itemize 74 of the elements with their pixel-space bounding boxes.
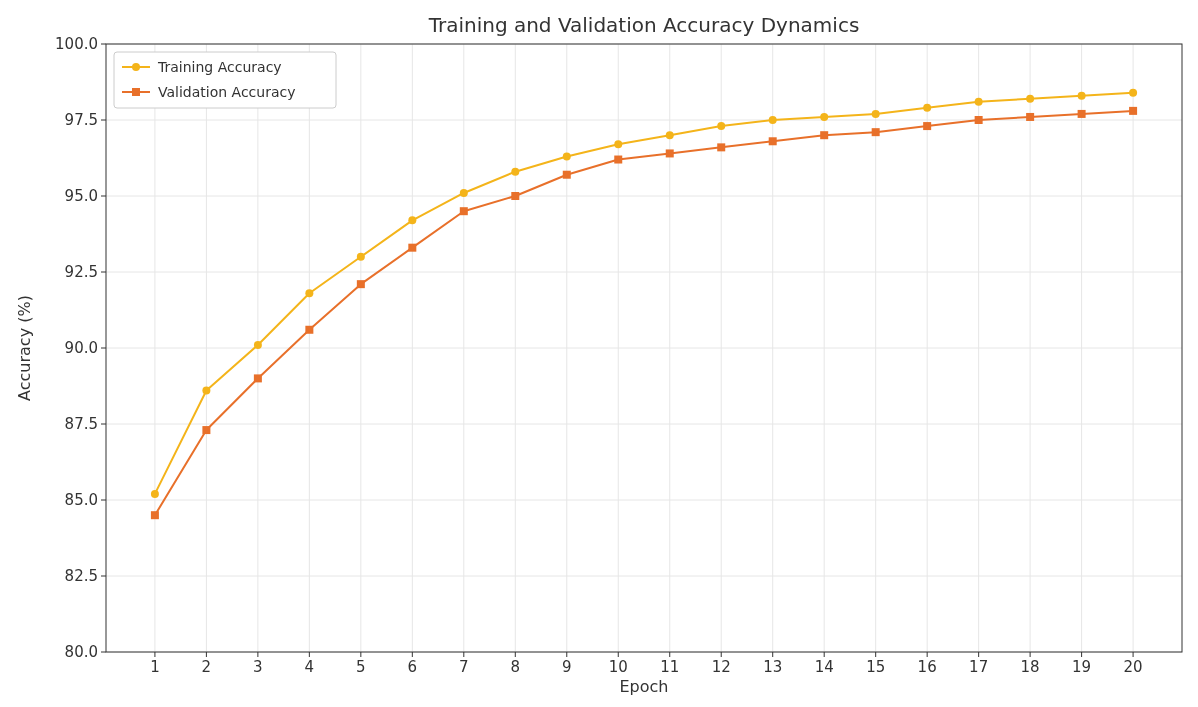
legend-label: Validation Accuracy xyxy=(158,84,296,100)
point xyxy=(1077,91,1086,100)
point xyxy=(408,216,417,225)
y-tick-label: 85.0 xyxy=(64,491,98,509)
point xyxy=(202,386,211,395)
point xyxy=(974,116,983,124)
point xyxy=(511,192,520,200)
y-tick-label: 80.0 xyxy=(64,643,98,661)
x-tick-label: 17 xyxy=(969,658,989,676)
y-tick-label: 100.0 xyxy=(55,35,98,53)
y-axis-title: Accuracy (%) xyxy=(15,295,34,401)
point xyxy=(511,167,520,176)
point xyxy=(871,128,880,137)
point xyxy=(717,122,726,131)
y-tick-label: 87.5 xyxy=(64,415,98,433)
y-tick-label: 82.5 xyxy=(64,567,98,585)
x-tick-label: 20 xyxy=(1123,658,1143,676)
point xyxy=(717,143,726,152)
point xyxy=(253,374,262,383)
point xyxy=(202,426,211,435)
point xyxy=(820,131,829,140)
point xyxy=(923,122,932,131)
point xyxy=(408,243,417,252)
point xyxy=(305,289,314,298)
point xyxy=(150,489,159,498)
point xyxy=(356,252,365,261)
x-tick-label: 14 xyxy=(814,658,834,676)
y-tick-label: 90.0 xyxy=(64,339,98,357)
x-tick-label: 10 xyxy=(608,658,628,676)
y-tick-label: 95.0 xyxy=(64,187,98,205)
point xyxy=(305,325,314,334)
point xyxy=(459,207,468,216)
point xyxy=(768,137,777,146)
x-tick-label: 15 xyxy=(866,658,886,676)
point xyxy=(459,188,468,197)
x-tick-label: 8 xyxy=(510,658,521,676)
y-tick-label: 97.5 xyxy=(64,111,98,129)
point xyxy=(614,155,623,164)
point xyxy=(1129,106,1138,115)
point xyxy=(768,116,777,124)
point xyxy=(562,152,571,161)
point xyxy=(665,131,674,140)
x-tick-label: 12 xyxy=(711,658,731,676)
x-tick-label: 1 xyxy=(150,658,160,676)
x-tick-label: 19 xyxy=(1072,658,1092,676)
point xyxy=(614,140,623,149)
x-tick-label: 18 xyxy=(1020,658,1040,676)
point xyxy=(253,340,262,349)
point xyxy=(562,170,571,179)
chart-title: Training and Validation Accuracy Dynamics xyxy=(427,13,860,37)
x-tick-label: 11 xyxy=(660,658,680,676)
y-tick-label: 92.5 xyxy=(64,263,98,281)
point xyxy=(923,103,932,112)
point xyxy=(1026,112,1035,121)
point xyxy=(356,280,365,289)
point xyxy=(1077,109,1086,118)
x-tick-label: 7 xyxy=(459,658,469,676)
x-tick-label: 9 xyxy=(562,658,572,676)
point xyxy=(820,112,829,121)
point xyxy=(665,149,674,158)
point xyxy=(1129,88,1138,97)
x-tick-label: 13 xyxy=(763,658,783,676)
point xyxy=(974,97,983,106)
x-tick-label: 6 xyxy=(407,658,418,676)
x-tick-label: 3 xyxy=(253,658,263,676)
point xyxy=(871,109,880,118)
x-tick-label: 5 xyxy=(356,658,366,676)
point xyxy=(1026,94,1035,103)
x-tick-label: 2 xyxy=(201,658,212,676)
x-tick-label: 16 xyxy=(917,658,937,676)
point xyxy=(150,511,159,520)
legend-label: Training Accuracy xyxy=(157,59,282,75)
x-tick-label: 4 xyxy=(304,658,315,676)
x-axis-title: Epoch xyxy=(619,677,669,696)
